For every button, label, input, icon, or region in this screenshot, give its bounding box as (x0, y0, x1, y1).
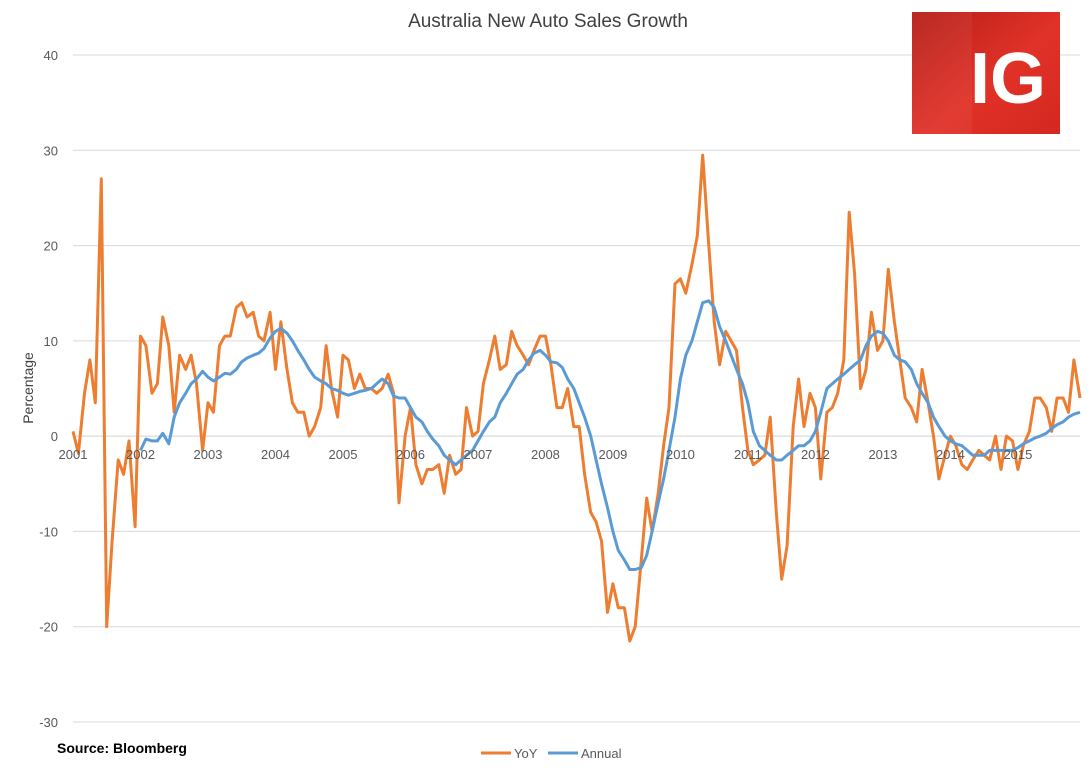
y-tick-label: 40 (44, 48, 58, 63)
x-tick-label: 2015 (1003, 447, 1032, 462)
x-tick-label: 2009 (598, 447, 627, 462)
legend-label-annual: Annual (581, 746, 622, 761)
series-line-annual (139, 299, 1081, 571)
series-layer (71, 153, 1082, 643)
y-tick-label: -30 (39, 715, 58, 730)
x-tick-label: 2006 (396, 447, 425, 462)
ig-logo: IG (912, 12, 1060, 134)
x-tick-label: 2001 (59, 447, 88, 462)
x-axis-tick-labels: 2001 2002 2003 2004 2005 2006 2007 2008 2009 2010… (59, 447, 1033, 462)
x-tick-label: 2011 (734, 447, 762, 462)
y-tick-label: 30 (44, 143, 58, 158)
y-axis-label: Percentage (20, 352, 36, 424)
x-tick-label: 2003 (194, 447, 223, 462)
y-tick-label: 20 (44, 239, 58, 254)
x-tick-label: 2002 (126, 447, 155, 462)
x-tick-label: 2007 (463, 447, 492, 462)
x-tick-label: 2013 (868, 447, 897, 462)
x-tick-label: 2005 (329, 447, 358, 462)
chart-title: Australia New Auto Sales Growth (408, 11, 688, 32)
y-tick-label: -20 (39, 620, 58, 635)
series-line-yoy (71, 153, 1082, 643)
y-axis-tick-labels: 40 30 20 10 0 -10 -20 -30 (39, 48, 58, 730)
x-tick-label: 2014 (936, 447, 965, 462)
x-tick-label: 2004 (261, 447, 290, 462)
source-note: Source: Bloomberg (57, 740, 187, 756)
x-tick-label: 2010 (666, 447, 695, 462)
x-tick-label: 2008 (531, 447, 560, 462)
x-tick-label: 2012 (801, 447, 830, 462)
legend-label-yoy: YoY (514, 746, 538, 761)
y-tick-label: 0 (51, 429, 58, 444)
ig-logo-text: IG (970, 39, 1046, 119)
gridlines (73, 54, 1080, 723)
y-tick-label: -10 (39, 524, 58, 539)
y-tick-label: 10 (44, 334, 58, 349)
legend: YoY Annual (481, 746, 622, 761)
